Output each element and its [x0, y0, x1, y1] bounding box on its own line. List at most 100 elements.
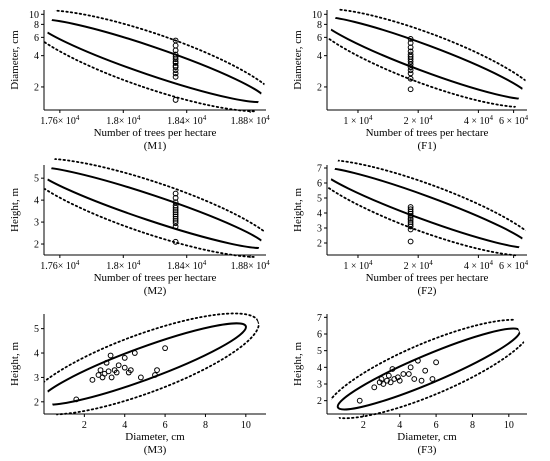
data-point [407, 51, 414, 58]
y-axis-title: Height, m [9, 188, 21, 232]
data-point [411, 376, 418, 382]
data-point [385, 372, 392, 379]
data-point [407, 206, 414, 213]
confidence-ellipse [319, 166, 531, 249]
x-tick-label: 2 [361, 420, 366, 431]
panel-label: (M3) [144, 444, 167, 456]
y-tick-label: 5 [34, 324, 39, 335]
x-tick-label: 1.8× 104 [106, 259, 141, 272]
data-point [389, 366, 396, 372]
data-point [356, 397, 363, 404]
x-axis-title: Number of trees per hectare [366, 127, 489, 139]
data-point [172, 204, 179, 211]
y-tick-label: 4 [317, 363, 322, 374]
y-axis-title: Height, m [292, 342, 304, 386]
x-tick-label: 2 × 104 [404, 114, 434, 127]
x-axis-title: Number of trees per hectare [366, 272, 489, 284]
data-point [107, 352, 114, 359]
y-tick-label: 4 [34, 196, 39, 207]
x-axis-title: Diameter, cm [125, 431, 185, 443]
data-point [407, 219, 414, 225]
x-tick-label: 8 [203, 420, 208, 431]
panel-label: (F1) [418, 140, 437, 152]
x-tick-label: 2 [82, 420, 87, 431]
y-tick-label: 2 [34, 82, 39, 93]
x-tick-label: 1 × 104 [343, 114, 373, 127]
y-tick-label: 3 [34, 218, 39, 229]
data-point [429, 376, 436, 382]
y-tick-label: 4 [317, 209, 322, 220]
x-tick-label: 4 [397, 420, 402, 431]
x-tick-label: 1.8× 104 [106, 114, 141, 127]
data-point [407, 67, 414, 74]
data-point [396, 377, 403, 384]
confidence-ellipse [35, 166, 268, 250]
x-tick-label: 6 [434, 420, 439, 431]
y-tick-label: 8 [317, 20, 322, 31]
y-axis-title: Height, m [9, 342, 21, 386]
data-point [407, 48, 414, 55]
data-point [172, 53, 179, 60]
data-point [115, 362, 122, 369]
prediction-band [34, 157, 274, 258]
x-tick-label: 6 × 104 [499, 114, 529, 127]
x-tick-label: 4 × 104 [464, 259, 494, 272]
x-tick-label: 1.76× 104 [40, 259, 80, 272]
data-point [415, 357, 421, 364]
x-axis-title: Number of trees per hectare [94, 272, 217, 284]
data-point [121, 355, 128, 361]
y-tick-label: 2 [34, 240, 39, 251]
panel-label: (F3) [418, 444, 437, 456]
x-tick-label: 10 [504, 420, 514, 431]
y-tick-label: 7 [317, 313, 322, 324]
data-point [400, 371, 407, 377]
prediction-band [325, 318, 533, 420]
y-tick-label: 2 [34, 397, 39, 408]
data-point [73, 396, 80, 403]
prediction-band [32, 312, 260, 416]
data-point [172, 73, 179, 80]
x-tick-label: 4 [122, 420, 127, 431]
y-tick-label: 4 [34, 349, 39, 360]
data-point [405, 371, 412, 377]
data-point [172, 190, 179, 197]
y-tick-label: 6 [34, 33, 39, 44]
y-axis-title: Height, m [292, 188, 304, 232]
y-tick-label: 8 [34, 20, 39, 31]
y-tick-label: 4 [34, 51, 39, 62]
y-axis-title: Diameter, cm [9, 30, 21, 90]
x-axis-title: Number of trees per hectare [94, 127, 217, 139]
y-tick-label: 5 [317, 194, 322, 205]
y-tick-label: 6 [317, 179, 322, 190]
prediction-band [33, 9, 277, 113]
data-point [172, 97, 179, 103]
data-point [407, 86, 414, 93]
y-tick-label: 2 [317, 82, 322, 93]
data-point [154, 367, 160, 373]
data-point [172, 202, 179, 209]
data-point [407, 64, 414, 71]
data-point [378, 376, 385, 382]
data-point [172, 42, 179, 49]
panel-label: (M1) [144, 140, 167, 152]
data-point [108, 374, 115, 381]
y-tick-label: 7 [317, 164, 322, 175]
data-point [380, 381, 387, 387]
x-tick-label: 6 [163, 420, 168, 431]
chart-panel-5: 2 3 4 5 2 4 6 8 10 Diameter, cm Height, m (M3) [9, 312, 266, 456]
data-point [137, 374, 144, 381]
data-point [172, 70, 179, 77]
prediction-band [315, 8, 538, 109]
data-point [162, 345, 168, 352]
x-tick-label: 10 [241, 420, 251, 431]
data-point [101, 370, 108, 377]
chart-panel-1: 2 4 6 810 1.76× 104 1.8× 104 1.84× 104 1.88× 10… [9, 9, 277, 152]
data-point [407, 35, 414, 42]
data-point [97, 367, 104, 373]
x-tick-label: 1.84× 104 [167, 114, 207, 127]
data-point [113, 369, 120, 376]
data-point [105, 368, 112, 375]
data-point [407, 40, 414, 46]
data-point [422, 367, 429, 374]
